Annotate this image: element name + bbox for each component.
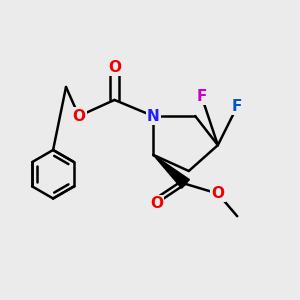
Text: O: O [211,186,224,201]
Text: F: F [196,89,207,104]
Polygon shape [153,155,189,188]
Text: O: O [72,109,86,124]
Text: N: N [147,109,160,124]
Text: O: O [150,196,163,211]
Text: F: F [232,99,242,114]
Text: O: O [108,60,121,75]
